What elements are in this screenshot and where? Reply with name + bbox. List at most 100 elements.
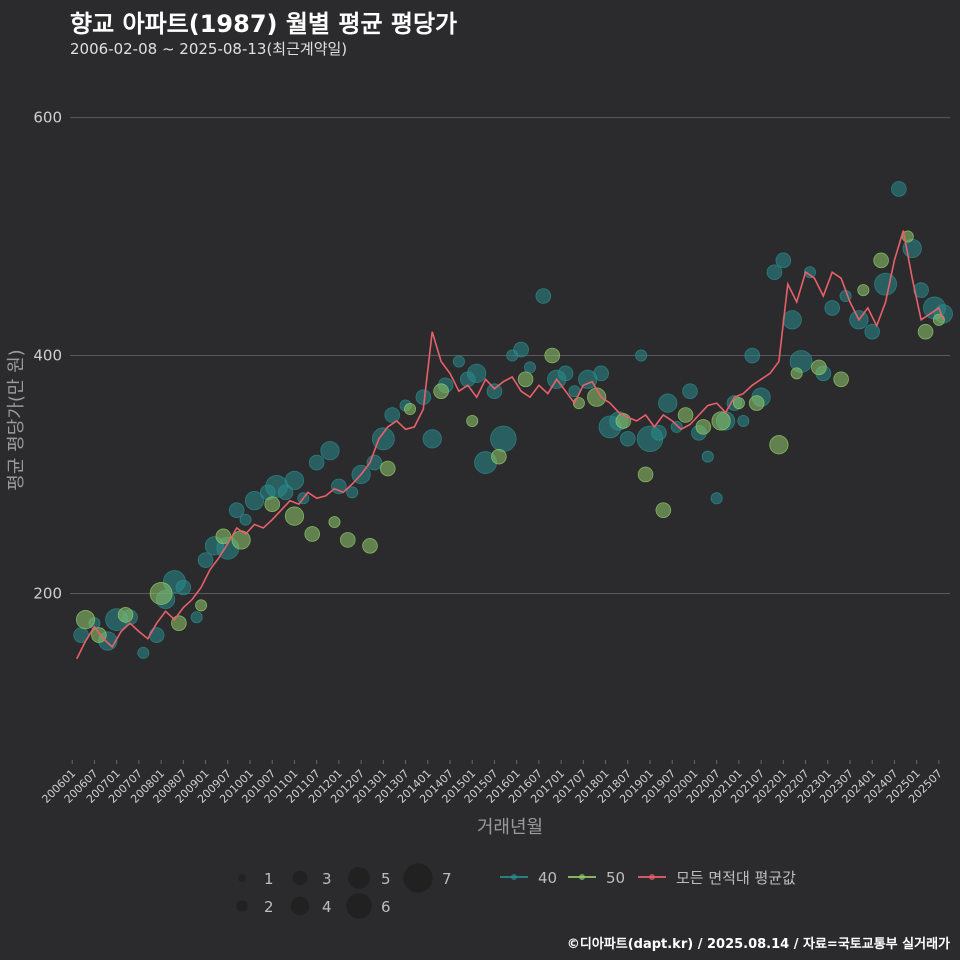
legend-size-3 xyxy=(292,870,308,886)
average-line-path xyxy=(75,230,945,660)
series-50-point xyxy=(328,516,341,529)
series-40-point xyxy=(197,552,214,568)
series-40-point xyxy=(137,646,150,659)
series-40-point xyxy=(467,363,487,383)
series-50-point xyxy=(362,538,378,554)
series-40-point xyxy=(635,349,648,362)
legend-series-label-2: 모든 면적대 평균값 xyxy=(676,869,796,887)
legend-size-6 xyxy=(346,893,372,919)
series-50-point xyxy=(149,582,173,605)
series-40-point xyxy=(320,441,340,461)
series-40-point xyxy=(658,393,678,413)
legend-size-label-1: 1 xyxy=(264,870,274,888)
series-50-point xyxy=(304,526,321,542)
series-50-point xyxy=(264,496,281,513)
x-tick-labels: 2006012006072007012007072008012008072009… xyxy=(39,760,945,806)
series-50-point xyxy=(231,530,251,550)
legend-size-label-5: 5 xyxy=(381,870,391,888)
legend-size-5 xyxy=(348,867,370,889)
y-tick-200: 200 xyxy=(33,584,62,602)
series-40-point xyxy=(452,355,465,368)
series-50-point xyxy=(695,419,712,435)
series-50-point xyxy=(195,599,208,612)
series-40-point xyxy=(557,365,574,382)
footer-credit: ©디아파트(dapt.kr) / 2025.08.14 / 자료=국토교통부 실… xyxy=(566,937,950,952)
series-50-point xyxy=(75,610,96,630)
series-40-point xyxy=(384,407,401,423)
series-50-point xyxy=(857,284,870,297)
chart-subtitle: 2006-02-08 ~ 2025-08-13(최근계약일) xyxy=(70,40,348,58)
series-40-point xyxy=(277,484,294,501)
series-40-point xyxy=(824,300,841,316)
series-40-point xyxy=(346,486,359,499)
series-50-point xyxy=(637,466,654,483)
series-40-point xyxy=(593,365,609,382)
series-50-point xyxy=(873,252,889,269)
legend-size-2 xyxy=(236,900,248,912)
series-50-point xyxy=(284,506,305,526)
y-axis-label: 평균 평당가(만 원) xyxy=(6,349,27,490)
series-40-point xyxy=(737,414,750,427)
series-40-point xyxy=(190,611,203,624)
series-40-point xyxy=(535,288,552,304)
series-40-point xyxy=(864,323,881,340)
y-tick-400: 400 xyxy=(33,347,62,365)
legend: 1 2 3 4 5 6 7 40 50 모든 면적대 평균값 xyxy=(236,863,796,919)
series-40-point xyxy=(175,579,192,596)
series-40-point xyxy=(782,310,802,330)
series-40-point xyxy=(308,454,325,471)
y-tick-600: 600 xyxy=(33,109,62,127)
series-40-point xyxy=(682,383,698,400)
series-50-point xyxy=(833,371,849,388)
series-40-point xyxy=(244,491,265,511)
series-40-point xyxy=(148,627,165,643)
legend-size-label-2: 2 xyxy=(264,898,274,916)
series-40-point xyxy=(284,470,305,491)
legend-size-label-4: 4 xyxy=(322,898,332,916)
series-40-point xyxy=(775,252,792,269)
series-50-point xyxy=(117,607,134,623)
series-40-point xyxy=(371,427,395,451)
series-50-point xyxy=(711,411,731,431)
series-40-point xyxy=(744,347,761,364)
series-50-point xyxy=(379,460,396,477)
legend-series-dot-0 xyxy=(511,874,517,880)
series-50-point xyxy=(811,359,827,376)
legend-series-label-1: 50 xyxy=(606,869,625,887)
legend-size-label-7: 7 xyxy=(442,870,452,888)
series-50-point xyxy=(403,403,416,416)
series-40-point xyxy=(490,425,517,452)
series-50-point xyxy=(544,347,561,364)
series-50-point xyxy=(517,371,534,388)
legend-series-dot-1 xyxy=(579,874,585,880)
series-50-point xyxy=(491,448,507,465)
series-40-point xyxy=(874,272,897,296)
series-40-point xyxy=(331,478,347,495)
series-40-point xyxy=(228,502,245,518)
series-40-point xyxy=(701,450,714,463)
legend-size-label-3: 3 xyxy=(322,870,332,888)
series-50-point xyxy=(748,395,765,411)
average-line xyxy=(75,230,945,660)
series-40-point xyxy=(239,513,252,526)
series-50-point xyxy=(215,528,232,545)
legend-series-label-0: 40 xyxy=(538,869,557,887)
series-40-point xyxy=(891,181,907,197)
series-40-point xyxy=(651,425,667,441)
series-40-point xyxy=(422,429,442,449)
series-50-point xyxy=(677,407,694,423)
series-40-point xyxy=(524,361,537,374)
legend-size-label-6: 6 xyxy=(381,898,391,916)
series-50-point xyxy=(790,367,803,380)
series-40-point xyxy=(486,383,503,400)
legend-series-dot-2 xyxy=(649,874,655,880)
series-50-point xyxy=(339,532,356,548)
legend-size-7 xyxy=(403,863,433,893)
y-tick-labels: 200 400 600 xyxy=(33,109,62,603)
series-40-point xyxy=(913,282,929,298)
series-40-points xyxy=(73,181,953,659)
series-40-point xyxy=(804,266,817,279)
series-40-point xyxy=(619,430,636,447)
series-40-point xyxy=(670,420,683,433)
